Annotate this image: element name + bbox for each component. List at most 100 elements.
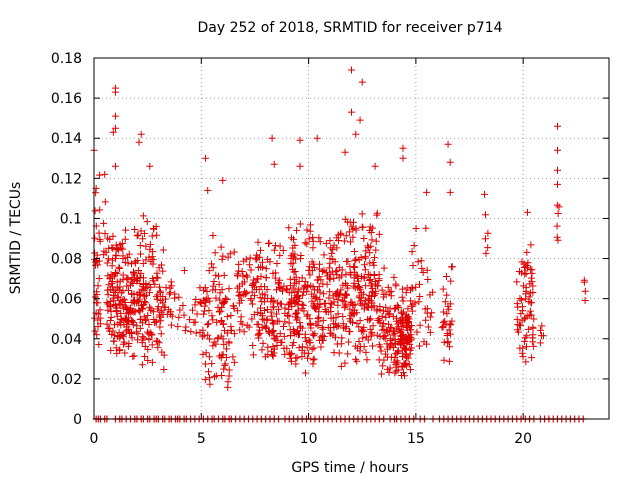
data-point <box>115 263 123 271</box>
data-point <box>129 268 137 276</box>
data-point <box>439 285 447 293</box>
data-point <box>389 312 397 320</box>
data-point <box>241 290 249 298</box>
data-point <box>250 292 258 300</box>
data-point <box>223 313 231 321</box>
data-point <box>291 310 299 318</box>
data-point <box>377 347 385 355</box>
data-point <box>326 259 334 267</box>
data-point <box>308 345 316 353</box>
data-point <box>530 342 538 350</box>
data-point <box>328 300 336 308</box>
data-point <box>153 231 161 239</box>
data-point <box>220 365 228 373</box>
data-point <box>270 320 278 328</box>
data-point <box>106 274 114 282</box>
data-point <box>384 365 392 373</box>
data-point <box>344 218 352 226</box>
data-point <box>335 349 343 357</box>
data-point <box>287 300 295 308</box>
data-point <box>274 299 282 307</box>
data-point <box>315 265 323 273</box>
data-point <box>383 340 391 348</box>
data-point <box>113 349 121 357</box>
data-point <box>121 349 129 357</box>
data-point <box>206 297 214 305</box>
data-point <box>295 330 303 338</box>
y-tick-label: 0.14 <box>51 131 82 147</box>
data-point <box>444 302 452 310</box>
data-point <box>392 350 400 358</box>
data-point <box>227 312 235 320</box>
data-point <box>221 298 229 306</box>
data-point <box>91 234 99 242</box>
data-point <box>205 368 213 376</box>
data-point <box>225 338 233 346</box>
data-point <box>153 295 161 303</box>
data-point <box>372 237 380 245</box>
data-point <box>415 298 423 306</box>
data-point <box>416 321 424 329</box>
data-point <box>521 334 529 342</box>
data-point <box>139 283 147 291</box>
data-point <box>109 294 117 302</box>
data-point <box>442 272 450 280</box>
data-point <box>356 342 364 350</box>
data-point <box>445 305 453 313</box>
data-point <box>261 295 269 303</box>
data-point <box>415 280 423 288</box>
data-point <box>139 304 147 312</box>
data-point <box>378 312 386 320</box>
data-point <box>221 294 229 302</box>
data-point <box>381 332 389 340</box>
data-point <box>259 263 267 271</box>
data-point <box>196 298 204 306</box>
data-point <box>129 318 137 326</box>
data-point <box>443 310 451 318</box>
data-point <box>350 263 358 271</box>
data-point <box>111 301 119 309</box>
data-point <box>262 265 270 273</box>
data-point <box>554 180 561 188</box>
data-point <box>272 269 280 277</box>
data-point <box>329 331 337 339</box>
data-point <box>320 290 328 298</box>
data-point <box>168 312 176 320</box>
data-point <box>537 332 545 340</box>
data-point <box>319 316 327 324</box>
data-point <box>354 284 362 292</box>
x-tick-label: 20 <box>514 431 532 447</box>
data-point <box>155 339 163 347</box>
data-point <box>108 244 116 252</box>
data-point <box>388 324 396 332</box>
data-point <box>326 237 334 245</box>
data-point <box>375 276 383 284</box>
data-point <box>107 313 115 321</box>
data-point <box>407 366 415 374</box>
data-point <box>417 257 425 265</box>
data-point <box>482 235 490 243</box>
data-point <box>296 136 304 144</box>
data-point <box>122 226 130 234</box>
y-tick-label: 0.08 <box>51 252 82 268</box>
data-point <box>104 255 112 263</box>
data-point <box>528 354 536 362</box>
data-point <box>404 354 412 362</box>
data-point <box>529 323 537 331</box>
data-point <box>318 323 326 331</box>
data-point <box>362 333 370 341</box>
data-point <box>524 325 532 333</box>
data-point <box>139 212 147 220</box>
data-point <box>132 328 140 336</box>
data-point <box>213 318 221 326</box>
data-point <box>142 242 150 250</box>
data-point <box>216 296 224 304</box>
data-point <box>376 343 384 351</box>
data-point <box>308 297 316 305</box>
data-point <box>285 312 293 320</box>
data-point <box>296 255 304 263</box>
data-point <box>135 296 143 304</box>
data-points <box>90 66 589 391</box>
plot-frame <box>93 57 610 420</box>
data-point <box>100 219 108 227</box>
